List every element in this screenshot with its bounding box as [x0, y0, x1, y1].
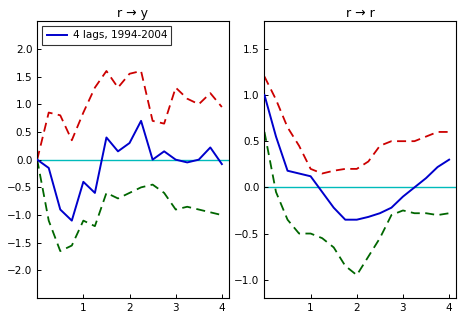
Title: r → r: r → r: [346, 7, 375, 20]
Title: r → y: r → y: [118, 7, 149, 20]
Legend: 4 lags, 1994-2004: 4 lags, 1994-2004: [43, 26, 171, 45]
